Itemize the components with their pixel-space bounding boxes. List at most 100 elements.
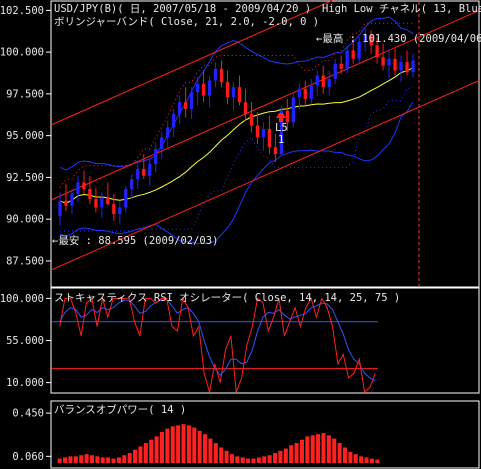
candle-body [225,82,230,98]
candle-body [195,83,200,93]
bop-bar [337,443,342,463]
bop-bar [122,455,127,463]
candle-body [291,97,295,123]
candle-body [249,113,254,126]
bop-bar [353,454,358,463]
candle-body [399,62,403,71]
candle-body [387,58,391,66]
bop-bar [299,439,304,463]
candle-body [166,127,170,138]
candle-body [189,92,194,109]
candle-body [106,197,110,205]
bop-bar [262,456,267,463]
bop-bar [159,431,164,463]
0-tick-label: 95.000 [6,130,44,142]
bop-bar [229,454,234,463]
1-tick-label: 10.000 [6,377,44,389]
bop-bar [348,451,353,463]
0-tick-label: 87.500 [6,255,44,267]
candle-body [154,149,158,165]
bop-bar [364,457,369,463]
signal-number-label: 1 [278,134,284,146]
bop-bar [176,425,181,463]
bop-bar [84,454,89,463]
candle-body [405,62,409,73]
bop-panel-frame [50,400,480,469]
candle-body [315,75,319,86]
bop-bar [116,457,121,463]
candle-body [363,35,367,43]
candle-body [267,128,272,148]
candle-body [369,35,373,46]
bop-bar [165,428,170,463]
bop-bar [79,455,84,463]
channel-label: High Low チャネル( 13, Blue [322,3,481,15]
bop-bar [73,456,78,463]
bop-bar [213,443,218,463]
1-tick-label: 100.000 [0,293,44,305]
candle-body [82,182,86,190]
bop-bar [68,456,73,463]
candle-body [375,45,379,58]
candle-body [58,200,62,216]
trend-middle-line [50,10,480,201]
candle-body [142,169,146,176]
bop-bar [100,457,105,463]
0-tick-label: 100.000 [0,47,44,59]
stoch-k-line [59,296,376,393]
bop-bar [208,438,213,463]
candle-body [231,87,236,98]
candle-body [351,50,355,59]
bop-bar [224,450,229,463]
0-tick-label: 92.500 [6,172,44,184]
bop-bar [186,425,191,463]
bop-bar [106,457,111,463]
bop-bar [256,457,261,463]
bollinger-upper-band [59,16,414,171]
bop-panel: 0.450 0.060 バランスオブパワー( 14 ) [12,400,480,469]
bop-bar [369,458,374,463]
bollinger-lower-band [59,101,414,245]
bop-bar [235,456,240,463]
candle-body [327,78,331,88]
candle-body [339,63,343,69]
chart-title: USD/JPY(B)( 日, 2007/05/18 - 2009/04/20 ) [54,3,311,15]
candle-body [411,60,415,73]
bop-bar [267,455,272,463]
0-tick-label: 102.500 [0,5,44,17]
0-tick-label: 90.000 [6,214,44,226]
bop-bar [273,453,278,463]
bop-bar [192,427,197,463]
candle-body [178,102,182,114]
trend-lower-line [50,80,480,271]
candle-body [381,57,385,66]
bop-bar [375,459,380,463]
candle-body [100,197,104,208]
candle-body [118,207,122,215]
candle-body [357,42,361,59]
trend-upper-line [50,0,335,126]
candle-body [183,102,188,109]
candle-body [393,58,397,71]
1-tick-label: 55.000 [6,335,44,347]
bop-bar [246,458,251,463]
candle-body [321,75,325,88]
signal-up-arrow-icon [276,113,286,122]
bop-bar [57,458,62,463]
candle-body [309,85,313,99]
candle-body [285,110,290,123]
high-annotation: ←最高 : 101.430 (2009/04/06 [316,32,481,45]
bop-bar [219,447,224,463]
stoch-rsi-panel: 100.000 55.000 10.000 ストキャスティクス RSI オシレーター… [0,287,480,394]
price-panel-frame [50,0,480,288]
bop-bar [305,436,310,463]
candle-body [136,169,140,180]
candle-body [88,189,92,200]
candle-body [303,88,307,99]
2-tick-label: 0.450 [12,408,44,420]
candle-body [243,102,248,114]
candle-body [237,87,242,103]
candle-body [255,125,260,138]
bop-bar [138,446,143,463]
